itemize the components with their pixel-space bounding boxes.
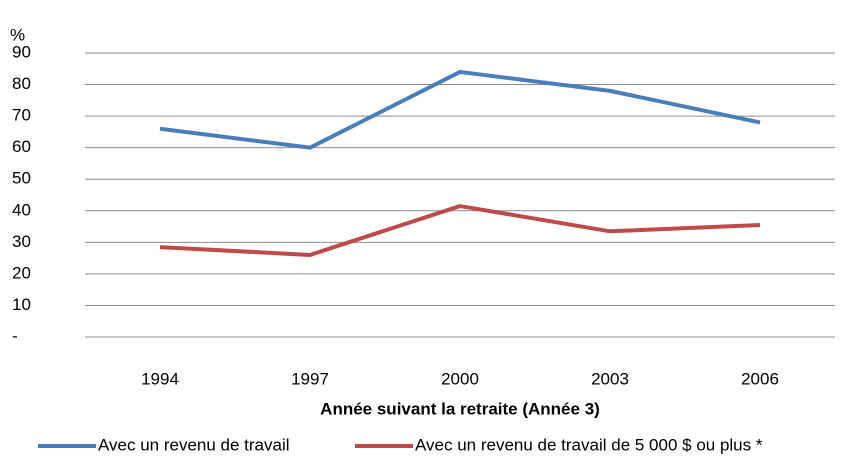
series-line xyxy=(159,204,761,257)
x-tick-label: 2003 xyxy=(591,369,629,388)
y-tick-label: 70 xyxy=(12,106,31,125)
x-axis-label: Année suivant la retraite (Année 3) xyxy=(320,399,600,418)
y-tick-label: 40 xyxy=(12,200,31,219)
series-line xyxy=(159,69,761,150)
y-tick-label: - xyxy=(12,326,18,345)
legend-label: Avec un revenu de travail de 5 000 $ ou … xyxy=(415,435,763,454)
x-tick-label: 2006 xyxy=(741,369,779,388)
y-tick-label: 30 xyxy=(12,232,31,251)
y-tick-label: 90 xyxy=(12,42,31,61)
y-tick-label: 20 xyxy=(12,263,31,282)
x-tick-label: 1997 xyxy=(291,369,329,388)
x-tick-label: 2000 xyxy=(441,369,479,388)
x-tick-label: 1994 xyxy=(141,369,179,388)
y-tick-label: 50 xyxy=(12,169,31,188)
y-tick-label: 10 xyxy=(12,295,31,314)
legend-label: Avec un revenu de travail xyxy=(98,435,290,454)
y-tick-label: 80 xyxy=(12,74,31,93)
y-tick-label: 60 xyxy=(12,137,31,156)
y-axis-label: % xyxy=(10,25,25,44)
